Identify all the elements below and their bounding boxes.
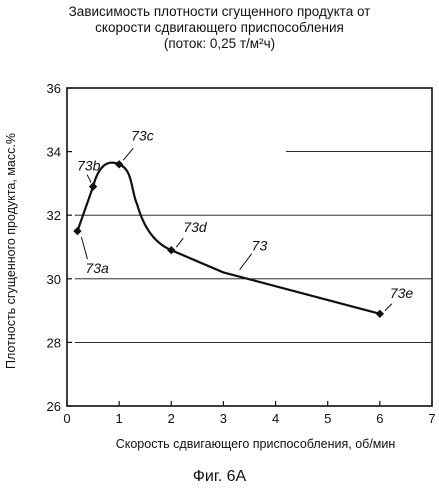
- point-label-leader: [176, 238, 183, 247]
- series-line-73: [77, 163, 379, 314]
- x-axis-label: Скорость сдвигающего приспособления, об/…: [116, 437, 396, 451]
- y-tick-label: 32: [47, 208, 61, 223]
- point-label-73d: 73d: [183, 219, 208, 235]
- x-tick-label: 3: [220, 411, 227, 426]
- x-tick-label: 5: [324, 411, 331, 426]
- data-point-73d: [167, 246, 175, 254]
- y-tick-label: 30: [47, 272, 61, 287]
- x-tick-label: 2: [168, 411, 175, 426]
- x-tick-label: 1: [116, 411, 123, 426]
- labels-layer: Скорость сдвигающего приспособления, об/…: [4, 127, 413, 451]
- point-label-leader: [81, 237, 87, 259]
- y-tick-label: 26: [47, 399, 61, 414]
- point-label-73a: 73a: [85, 260, 109, 276]
- data-point-73e: [376, 310, 384, 318]
- data-point-73c: [115, 160, 123, 168]
- x-tick-label: 4: [272, 411, 279, 426]
- axis-ticks: 01234567262830323436: [47, 81, 436, 426]
- point-label-leader: [385, 304, 392, 311]
- data-point-73b: [89, 182, 97, 190]
- curve-label: 73: [252, 238, 268, 254]
- point-label-73c: 73c: [131, 127, 154, 143]
- y-tick-label: 34: [47, 145, 61, 160]
- x-tick-label: 0: [63, 411, 70, 426]
- x-tick-label: 6: [376, 411, 383, 426]
- curve-label-leader: [240, 254, 252, 270]
- y-tick-label: 28: [47, 335, 61, 350]
- plot-frame: [67, 88, 432, 406]
- figure-caption: Фиг. 6А: [0, 468, 439, 486]
- y-tick-label: 36: [47, 81, 61, 96]
- point-label-73e: 73e: [390, 285, 414, 301]
- point-label-73b: 73b: [77, 158, 101, 174]
- density-vs-shear-speed-chart: 01234567262830323436 Скорость сдвигающег…: [0, 0, 439, 460]
- x-tick-label: 7: [428, 411, 435, 426]
- curve-layer: [73, 160, 384, 318]
- y-axis-label: Плотность сгущенного продукта, масс.%: [4, 133, 18, 369]
- point-label-leader: [123, 148, 133, 160]
- point-label-leader: [87, 175, 91, 183]
- data-point-73a: [73, 227, 81, 235]
